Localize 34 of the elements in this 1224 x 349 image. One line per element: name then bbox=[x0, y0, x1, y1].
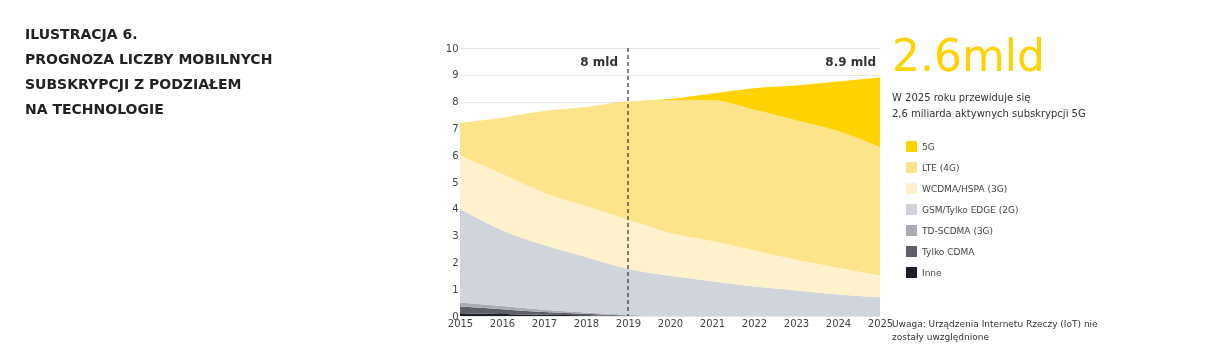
text: PROGNOZA LICZBY MOBILNYCH SUBSKRYPCJI Z PODZIAŁEM NA TECHNOLOGIE bbox=[25, 51, 273, 117]
x-tick-label: 2017 bbox=[531, 317, 558, 329]
text: Uwaga: Urządzenia Internetu Rzeczy (IoT) nie zostały uwzględnione bbox=[892, 319, 1099, 342]
x-tick-label: 2020 bbox=[657, 317, 684, 329]
legend-label: 5G bbox=[922, 141, 935, 152]
x-tick-label: 2018 bbox=[573, 317, 600, 329]
legend-label: TD-SCDMA (3G) bbox=[921, 225, 994, 236]
x-tick-label: 2016 bbox=[489, 317, 516, 329]
legend-label: Inne bbox=[922, 267, 943, 278]
y-tick-label: 4 bbox=[452, 203, 459, 215]
annotation: 8 mld bbox=[580, 55, 618, 69]
x-tick-label: 2024 bbox=[825, 317, 852, 329]
text: 2.6mld bbox=[892, 30, 1045, 81]
text: W 2025 roku przewiduje się 2,6 miliarda aktywnych subskrypcji 5G bbox=[892, 92, 1086, 119]
text: ILUSTRACJA 6. bbox=[25, 26, 138, 42]
y-tick-label: 6 bbox=[452, 149, 459, 161]
legend-label: Tylko CDMA bbox=[921, 246, 976, 257]
x-tick-label: 2023 bbox=[783, 317, 810, 329]
annotation: 8.9 mld bbox=[825, 55, 876, 69]
x-tick-label: 2021 bbox=[699, 317, 726, 329]
legend-label: WCDMA/HSPA (3G) bbox=[922, 183, 1008, 194]
y-tick-label: 9 bbox=[452, 69, 459, 81]
legend-label: LTE (4G) bbox=[922, 162, 960, 173]
x-tick-label: 2022 bbox=[741, 317, 768, 329]
y-tick-label: 8 bbox=[452, 96, 459, 108]
y-tick-label: 5 bbox=[452, 176, 459, 188]
y-tick-label: 1 bbox=[452, 283, 459, 295]
y-tick-label: 7 bbox=[452, 122, 459, 134]
x-tick-label: 2025 bbox=[867, 317, 894, 329]
x-tick-label: 2019 bbox=[615, 317, 642, 329]
y-tick-label: 10 bbox=[445, 42, 459, 54]
y-tick-label: 3 bbox=[452, 230, 459, 242]
y-tick-label: 2 bbox=[452, 256, 459, 268]
legend-label: GSM/Tylko EDGE (2G) bbox=[922, 204, 1019, 215]
